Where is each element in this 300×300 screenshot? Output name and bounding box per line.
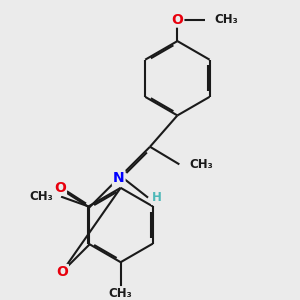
Text: N: N: [113, 171, 124, 185]
Text: O: O: [56, 265, 68, 279]
Text: CH₃: CH₃: [109, 287, 133, 300]
Text: CH₃: CH₃: [189, 158, 213, 171]
Text: O: O: [172, 13, 183, 27]
Text: CH₃: CH₃: [29, 190, 53, 203]
Text: O: O: [54, 181, 66, 195]
Text: CH₃: CH₃: [214, 13, 238, 26]
Text: H: H: [152, 191, 162, 204]
